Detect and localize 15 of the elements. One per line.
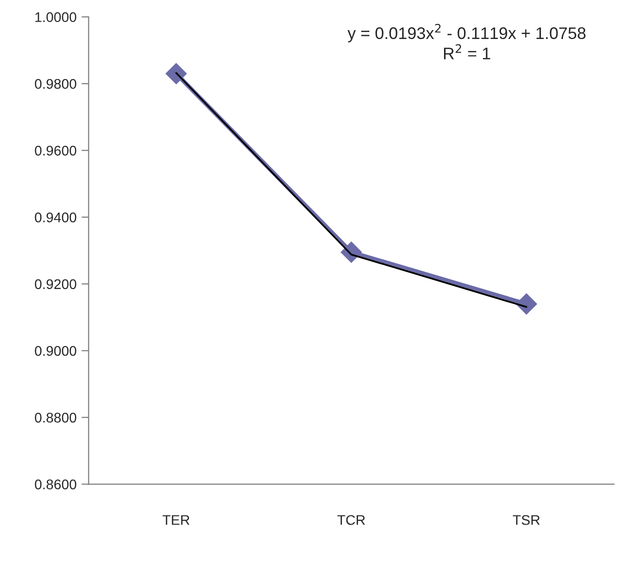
y-tick-label: 0.8600 — [34, 480, 76, 490]
x-tick-label: TER — [162, 515, 190, 525]
annotation: y = 0.0193x$^{2}$ - 0.1119x + 1.0758 — [348, 24, 586, 42]
y-tick-label: 0.9200 — [34, 279, 76, 290]
y-tick-label: 0.8800 — [34, 412, 76, 423]
x-tick-label: TCR — [337, 515, 365, 525]
y-tick-label: 0.9800 — [34, 78, 76, 89]
y-tick-label: 0.9000 — [34, 346, 76, 356]
y-tick-label: 0.9600 — [34, 146, 76, 156]
point — [516, 293, 537, 314]
annotation: R$^{2}$ = 1 — [444, 44, 490, 60]
y-tick-label: 0.9400 — [34, 212, 76, 222]
point — [166, 63, 187, 84]
x-tick-label: TSR — [512, 515, 540, 525]
y-tick-label: 1.0000 — [35, 12, 76, 22]
